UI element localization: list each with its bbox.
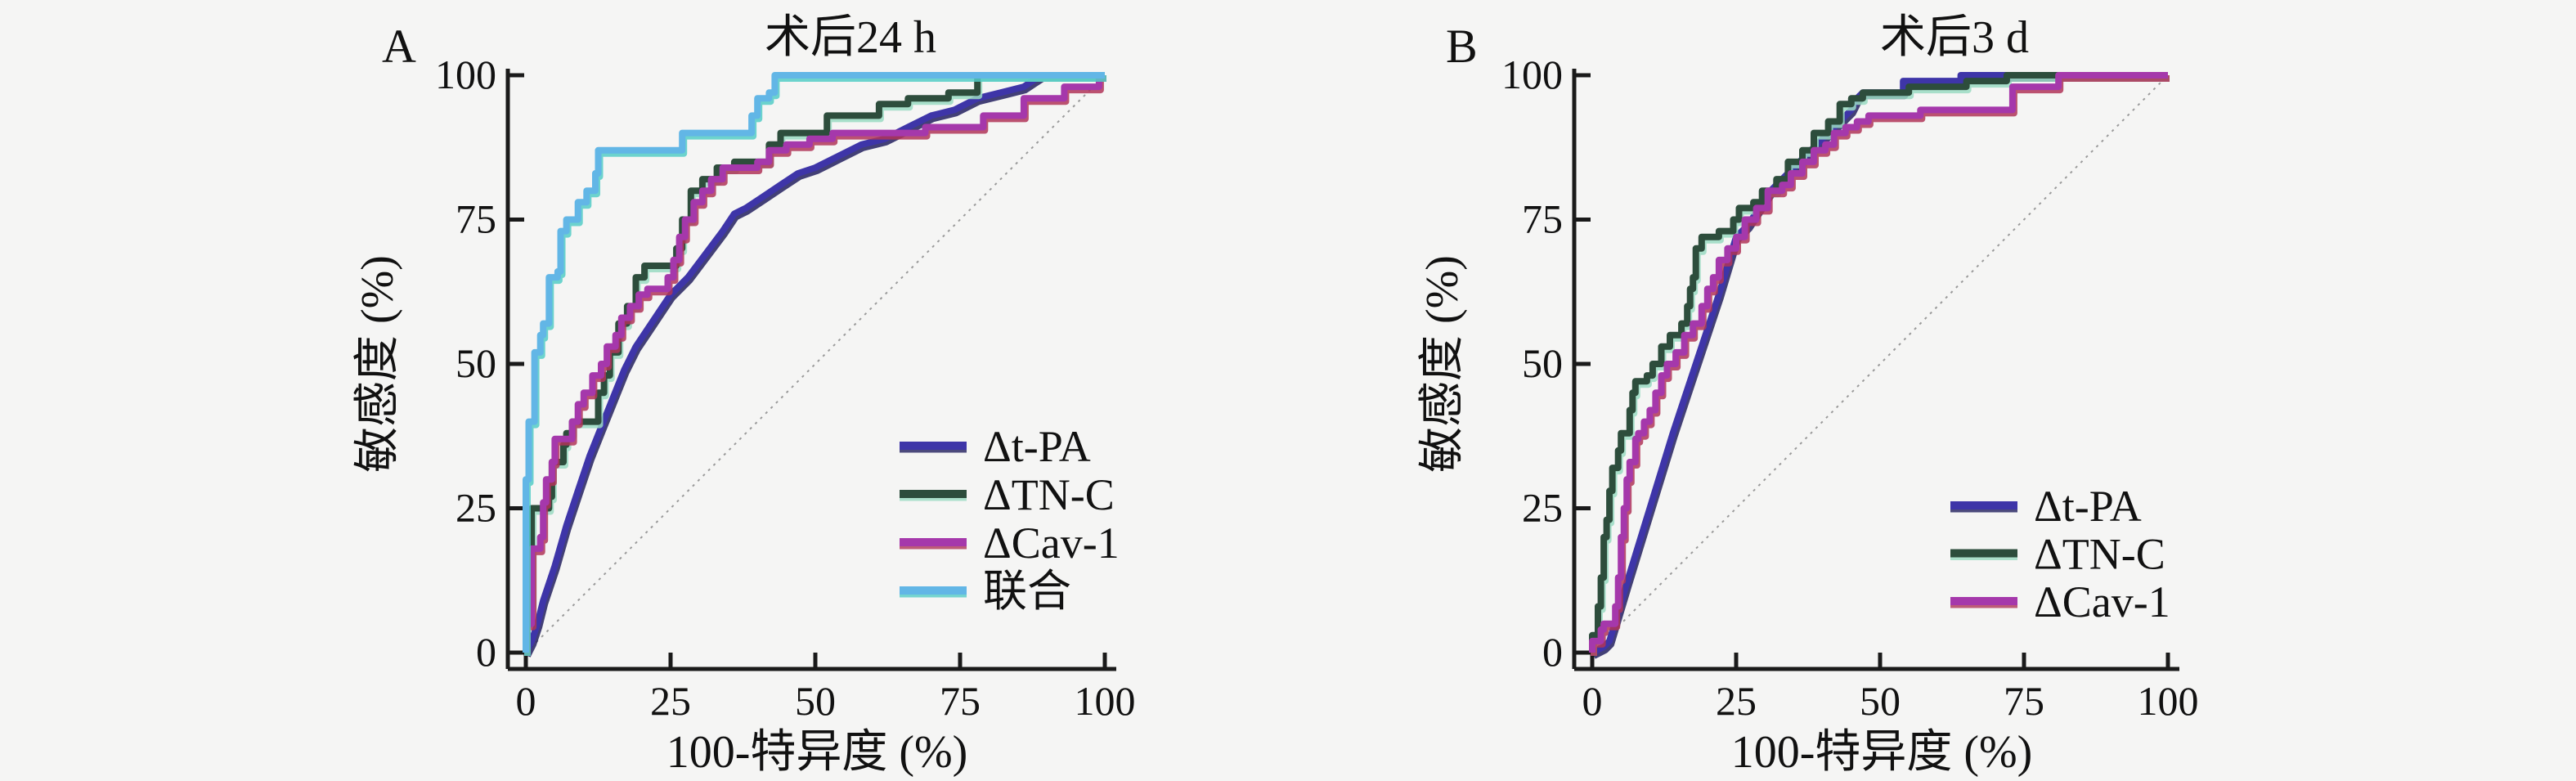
y-tick-label: 100 — [435, 52, 496, 97]
roc-curve-shadow-ΔCav-1 — [524, 75, 1106, 656]
panel-title: 术后3 d — [1880, 12, 2029, 63]
x-axis-label: 100-特异度 (%) — [666, 727, 968, 778]
y-tick-label: 75 — [456, 196, 496, 242]
x-tick-label: 75 — [940, 678, 981, 724]
legend-label: ΔCav-1 — [2034, 577, 2170, 626]
legend-label: ΔTN-C — [983, 470, 1115, 519]
x-tick-label: 50 — [1860, 678, 1901, 724]
roc-curve-Δt-PA — [523, 72, 1105, 654]
legend-label: 联合 — [983, 567, 1071, 616]
roc-curve-shadow-联合 — [524, 75, 1106, 656]
roc-curve-ΔTN-C — [1589, 72, 2168, 653]
x-tick-label: 25 — [1716, 678, 1757, 724]
y-tick-label: 50 — [1522, 340, 1563, 386]
x-axis-label: 100-特异度 (%) — [1731, 727, 2033, 778]
roc-curve-ΔCav-1 — [523, 72, 1105, 653]
y-axis-label: 敏感度 (%) — [1417, 255, 1468, 473]
x-tick-label: 0 — [516, 678, 536, 724]
y-tick-label: 50 — [456, 340, 496, 386]
y-tick-label: 25 — [1522, 485, 1563, 531]
panel-letter: A — [382, 20, 416, 73]
x-tick-label: 100 — [2138, 678, 2199, 724]
y-tick-label: 75 — [1522, 196, 1563, 242]
x-tick-label: 75 — [2004, 678, 2044, 724]
y-axis-label: 敏感度 (%) — [352, 255, 403, 473]
roc-curve-ΔCav-1 — [1589, 72, 2168, 653]
x-tick-label: 50 — [795, 678, 836, 724]
legend-label: Δt-PA — [983, 422, 1091, 471]
diagonal-reference-line — [1591, 74, 2169, 653]
legend-label: ΔCav-1 — [983, 518, 1120, 568]
roc-curve-联合 — [523, 72, 1105, 653]
y-tick-label: 100 — [1501, 52, 1563, 97]
x-tick-label: 0 — [1582, 678, 1603, 724]
x-tick-label: 25 — [650, 678, 691, 724]
y-tick-label: 25 — [456, 485, 496, 531]
y-tick-label: 0 — [476, 629, 496, 675]
panel-title: 术后24 h — [765, 12, 936, 63]
legend-label: Δt-PA — [2034, 482, 2142, 531]
x-tick-label: 100 — [1075, 678, 1136, 724]
panel-letter: B — [1446, 20, 1478, 73]
y-tick-label: 0 — [1542, 629, 1563, 675]
legend-label: ΔTN-C — [2034, 530, 2165, 579]
